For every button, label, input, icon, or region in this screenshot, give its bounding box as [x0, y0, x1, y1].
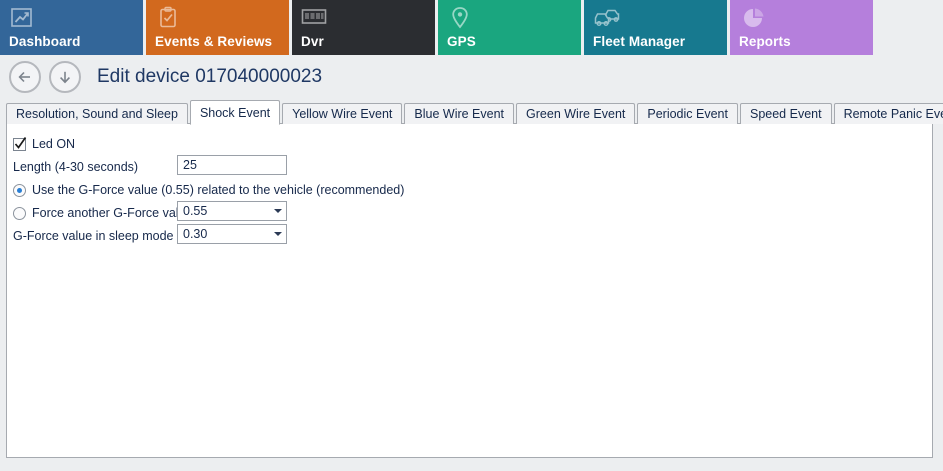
topnav-tile-reports[interactable]: Reports — [730, 0, 873, 55]
length-value: 25 — [183, 158, 197, 172]
topnav-filler — [876, 0, 943, 55]
sleep-gforce-row: G-Force value in sleep mode — [13, 225, 174, 247]
sleep-gforce-value: 0.30 — [183, 227, 208, 241]
topnav-label: Events & Reviews — [155, 34, 273, 49]
topnav-tile-dashboard[interactable]: Dashboard — [0, 0, 143, 55]
arrow-down-circle-icon — [57, 69, 73, 85]
length-input[interactable]: 25 — [177, 155, 287, 175]
download-button[interactable] — [49, 61, 81, 93]
led-on-label: Led ON — [32, 137, 76, 151]
tab-remote-panic-event[interactable]: Remote Panic Event — [833, 103, 943, 124]
clipboard-check-icon — [155, 6, 181, 30]
force-gforce-radio[interactable] — [13, 206, 26, 220]
map-pin-icon — [450, 6, 476, 30]
tab-green-wire-event[interactable]: Green Wire Event — [516, 103, 636, 124]
chart-line-icon — [9, 6, 35, 30]
topnav-label: Reports — [739, 34, 791, 49]
chevron-down-icon[interactable] — [274, 209, 282, 213]
use-gforce-row: Use the G-Force value (0.55) related to … — [13, 179, 404, 201]
tab-blue-wire-event[interactable]: Blue Wire Event — [404, 103, 515, 124]
tab-speed-event[interactable]: Speed Event — [739, 103, 832, 124]
topnav-label: GPS — [447, 34, 476, 49]
monitor-icon — [301, 8, 327, 32]
topnav-label: Dashboard — [9, 34, 81, 49]
arrow-left-circle-icon — [17, 69, 33, 85]
use-gforce-label: Use the G-Force value (0.55) related to … — [32, 183, 405, 197]
tab-periodic-event[interactable]: Periodic Event — [637, 103, 738, 124]
pie-chart-icon — [742, 6, 768, 30]
sleep-gforce-label: G-Force value in sleep mode — [13, 229, 174, 243]
tab-yellow-wire-event[interactable]: Yellow Wire Event — [282, 103, 403, 124]
force-gforce-value: 0.55 — [183, 204, 208, 218]
top-navigation-bar: Dashboard Events & Reviews Dvr — [0, 0, 943, 55]
page-title: Edit device 017040000023 — [97, 66, 323, 87]
length-label: Length (4-30 seconds) — [13, 160, 139, 174]
vehicles-icon — [593, 7, 621, 31]
topnav-tile-events-reviews[interactable]: Events & Reviews — [146, 0, 289, 55]
tab-shock-event[interactable]: Shock Event — [189, 100, 281, 125]
force-gforce-select[interactable]: 0.55 — [177, 201, 287, 221]
sleep-gforce-select[interactable]: 0.30 — [177, 224, 287, 244]
led-on-checkbox[interactable] — [13, 136, 27, 151]
topnav-tile-fleet-manager[interactable]: Fleet Manager — [584, 0, 727, 55]
page-title-bar: Edit device 017040000023 — [0, 57, 943, 97]
topnav-label: Dvr — [301, 34, 324, 49]
topnav-tile-gps[interactable]: GPS — [438, 0, 581, 55]
settings-tab-strip: Resolution, Sound and Sleep Shock Event … — [6, 100, 943, 125]
force-gforce-label: Force another G-Force value — [32, 206, 193, 220]
force-gforce-row: Force another G-Force value — [13, 202, 193, 224]
led-on-row: Led ON — [13, 133, 75, 155]
use-gforce-radio[interactable] — [13, 183, 26, 197]
tab-resolution-sound-and-sleep[interactable]: Resolution, Sound and Sleep — [6, 103, 188, 124]
topnav-label: Fleet Manager — [593, 34, 686, 49]
back-button[interactable] — [9, 61, 41, 93]
shock-event-panel: Led ON Length (4-30 seconds) 25 Use the … — [6, 123, 933, 458]
topnav-tile-dvr[interactable]: Dvr — [292, 0, 435, 55]
length-row: Length (4-30 seconds) — [13, 156, 138, 178]
chevron-down-icon[interactable] — [274, 232, 282, 236]
